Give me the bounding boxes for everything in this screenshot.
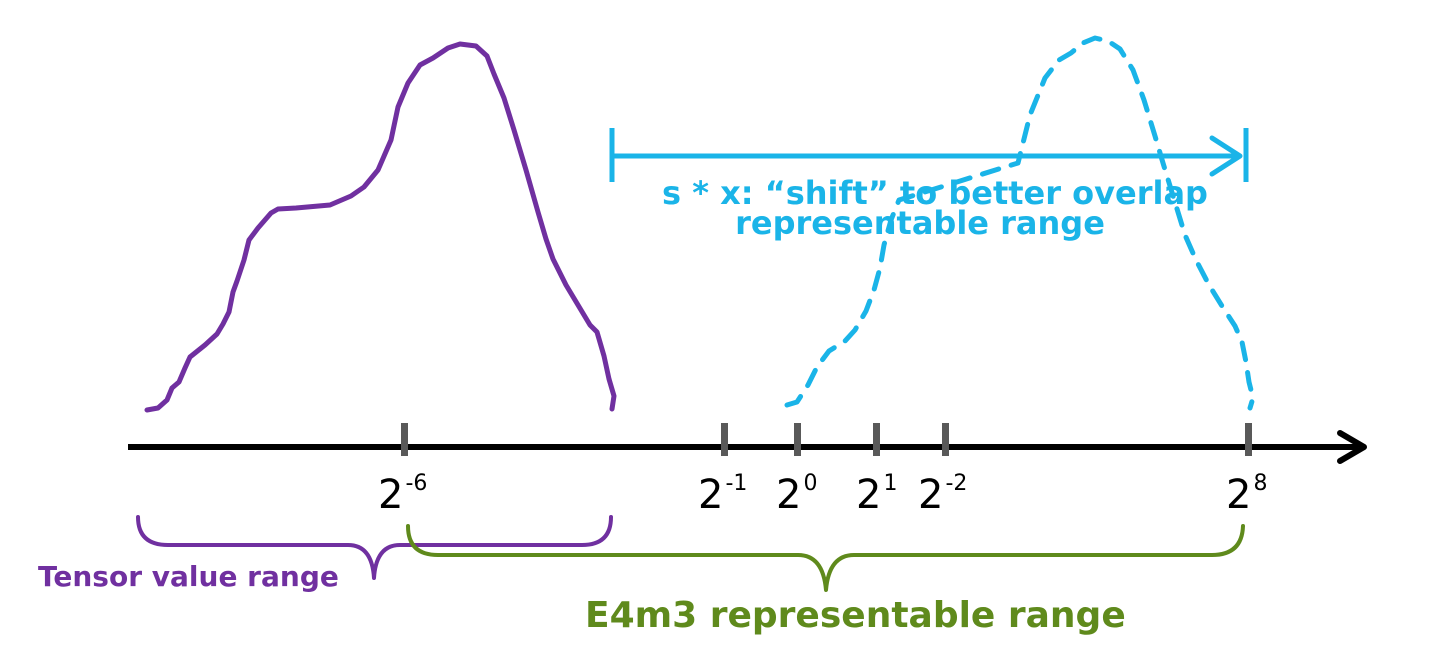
shift-arrow-head xyxy=(1209,135,1243,177)
axis-tick xyxy=(721,423,728,456)
axis-tick xyxy=(873,423,880,456)
axis-tick xyxy=(942,423,949,456)
number-line-arrowhead xyxy=(1337,430,1367,464)
axis-tick-label: 2-2 xyxy=(918,471,967,518)
tensor-distribution-curve xyxy=(144,41,617,413)
axis-tick-label: 2-1 xyxy=(698,471,747,518)
shifted-distribution-curve xyxy=(784,35,1256,411)
shift-callout-line2: representable range xyxy=(735,204,1105,242)
axis-tick-label: 20 xyxy=(776,471,817,518)
tensor-range-label: Tensor value range xyxy=(38,560,339,593)
shift-callout-line1: s * x: “shift” to better overlap xyxy=(662,174,1208,212)
e4m3-range-brace xyxy=(406,524,1245,592)
axis-tick-label: 28 xyxy=(1226,471,1267,518)
axis-tick xyxy=(401,423,408,456)
axis-tick-label: 2-6 xyxy=(378,471,427,518)
axis-tick-label: 21 xyxy=(856,471,897,518)
axis-tick xyxy=(794,423,801,456)
axis-tick-labels: 2-6 2-1 20 21 2-2 28 xyxy=(378,471,1267,518)
axis-tick xyxy=(1245,423,1252,456)
e4m3-range-label: E4m3 representable range xyxy=(585,595,1126,636)
tensor-range-brace xyxy=(136,515,613,580)
axis-ticks xyxy=(401,423,1252,456)
